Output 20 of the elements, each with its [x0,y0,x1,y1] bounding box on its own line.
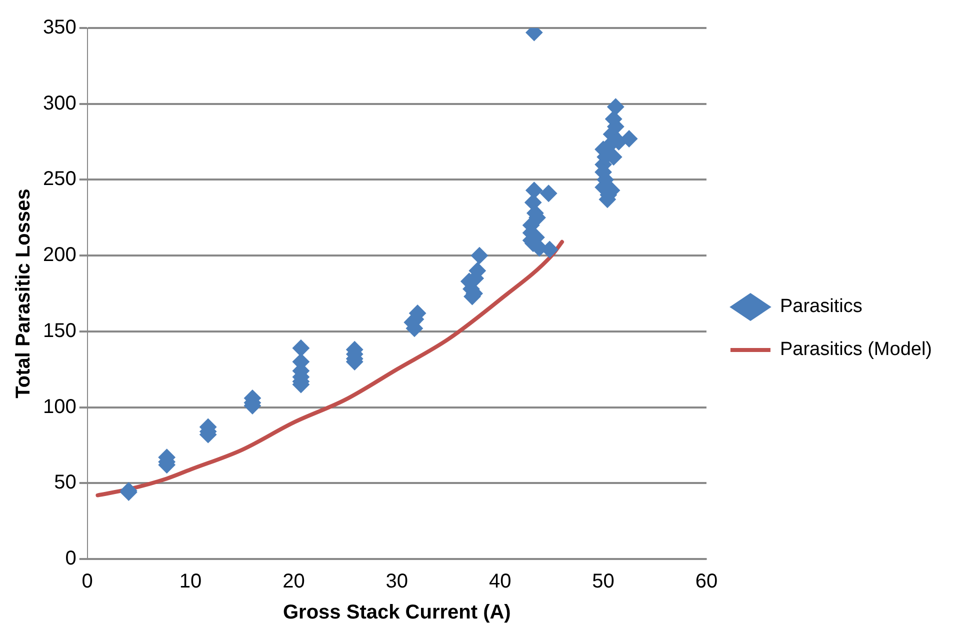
x-tick-label: 40 [488,570,512,593]
y-tick-label: 50 [54,472,76,494]
x-axis-title: Gross Stack Current (A) [282,602,511,624]
y-tick-label: 250 [42,168,76,190]
x-tick-label: 30 [386,570,408,593]
x-tick-label: 50 [592,570,614,593]
y-tick-label: 300 [42,92,76,114]
line-series [96,240,564,498]
x-tick-label: 10 [179,570,202,593]
y-tick-label: 150 [42,320,76,342]
legend-label: Parasitics (Model) [780,339,932,360]
y-tick-label: 200 [42,244,76,266]
y-tick-label: 0 [65,548,76,570]
x-tick-label: 60 [695,570,718,593]
x-tick-label: 0 [82,570,93,593]
y-tick-label: 100 [42,396,76,418]
x-tick-label: 20 [282,570,305,593]
legend-label: Parasitics [780,296,862,318]
y-tick-label: 350 [42,16,76,39]
y-axis-title: Total Parasitic Losses [12,188,35,398]
